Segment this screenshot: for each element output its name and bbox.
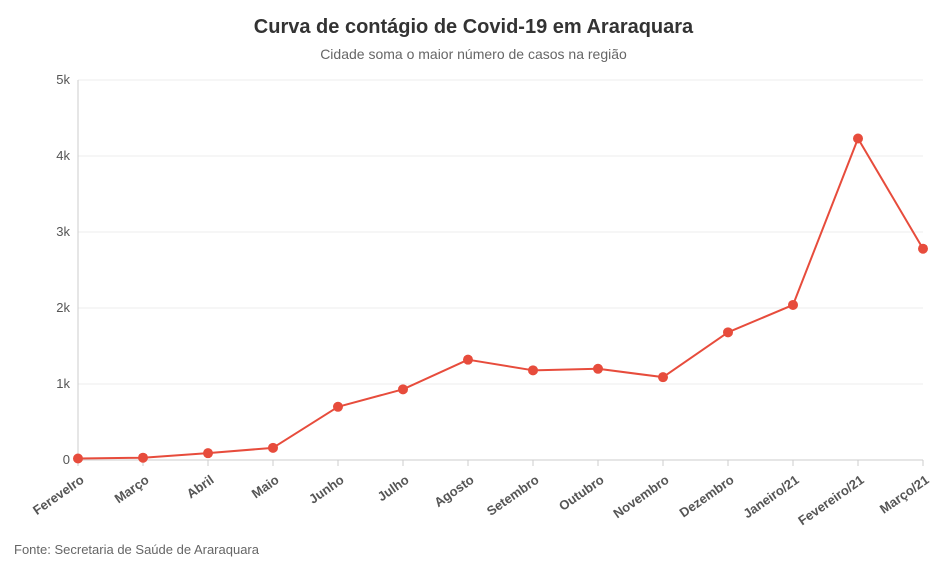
y-tick-label: 3k — [30, 224, 70, 239]
y-tick-label: 4k — [30, 148, 70, 163]
y-tick-label: 1k — [30, 376, 70, 391]
y-tick-label: 2k — [30, 300, 70, 315]
y-tick-label: 0 — [30, 452, 70, 467]
chart-source: Fonte: Secretaria de Saúde de Araraquara — [14, 542, 259, 557]
y-tick-label: 5k — [30, 72, 70, 87]
chart-container: Curva de contágio de Covid-19 em Araraqu… — [0, 0, 947, 569]
